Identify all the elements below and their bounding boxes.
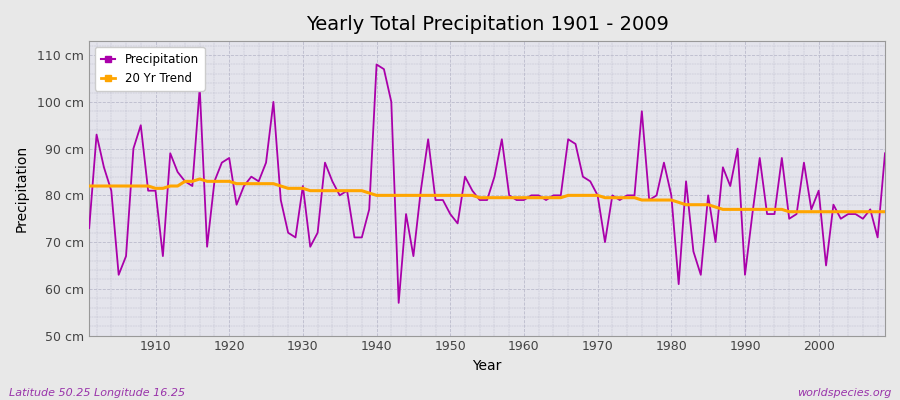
Title: Yearly Total Precipitation 1901 - 2009: Yearly Total Precipitation 1901 - 2009: [306, 15, 669, 34]
Y-axis label: Precipitation: Precipitation: [15, 145, 29, 232]
Text: worldspecies.org: worldspecies.org: [796, 388, 891, 398]
Text: Latitude 50.25 Longitude 16.25: Latitude 50.25 Longitude 16.25: [9, 388, 185, 398]
X-axis label: Year: Year: [472, 359, 502, 373]
Legend: Precipitation, 20 Yr Trend: Precipitation, 20 Yr Trend: [95, 47, 204, 91]
